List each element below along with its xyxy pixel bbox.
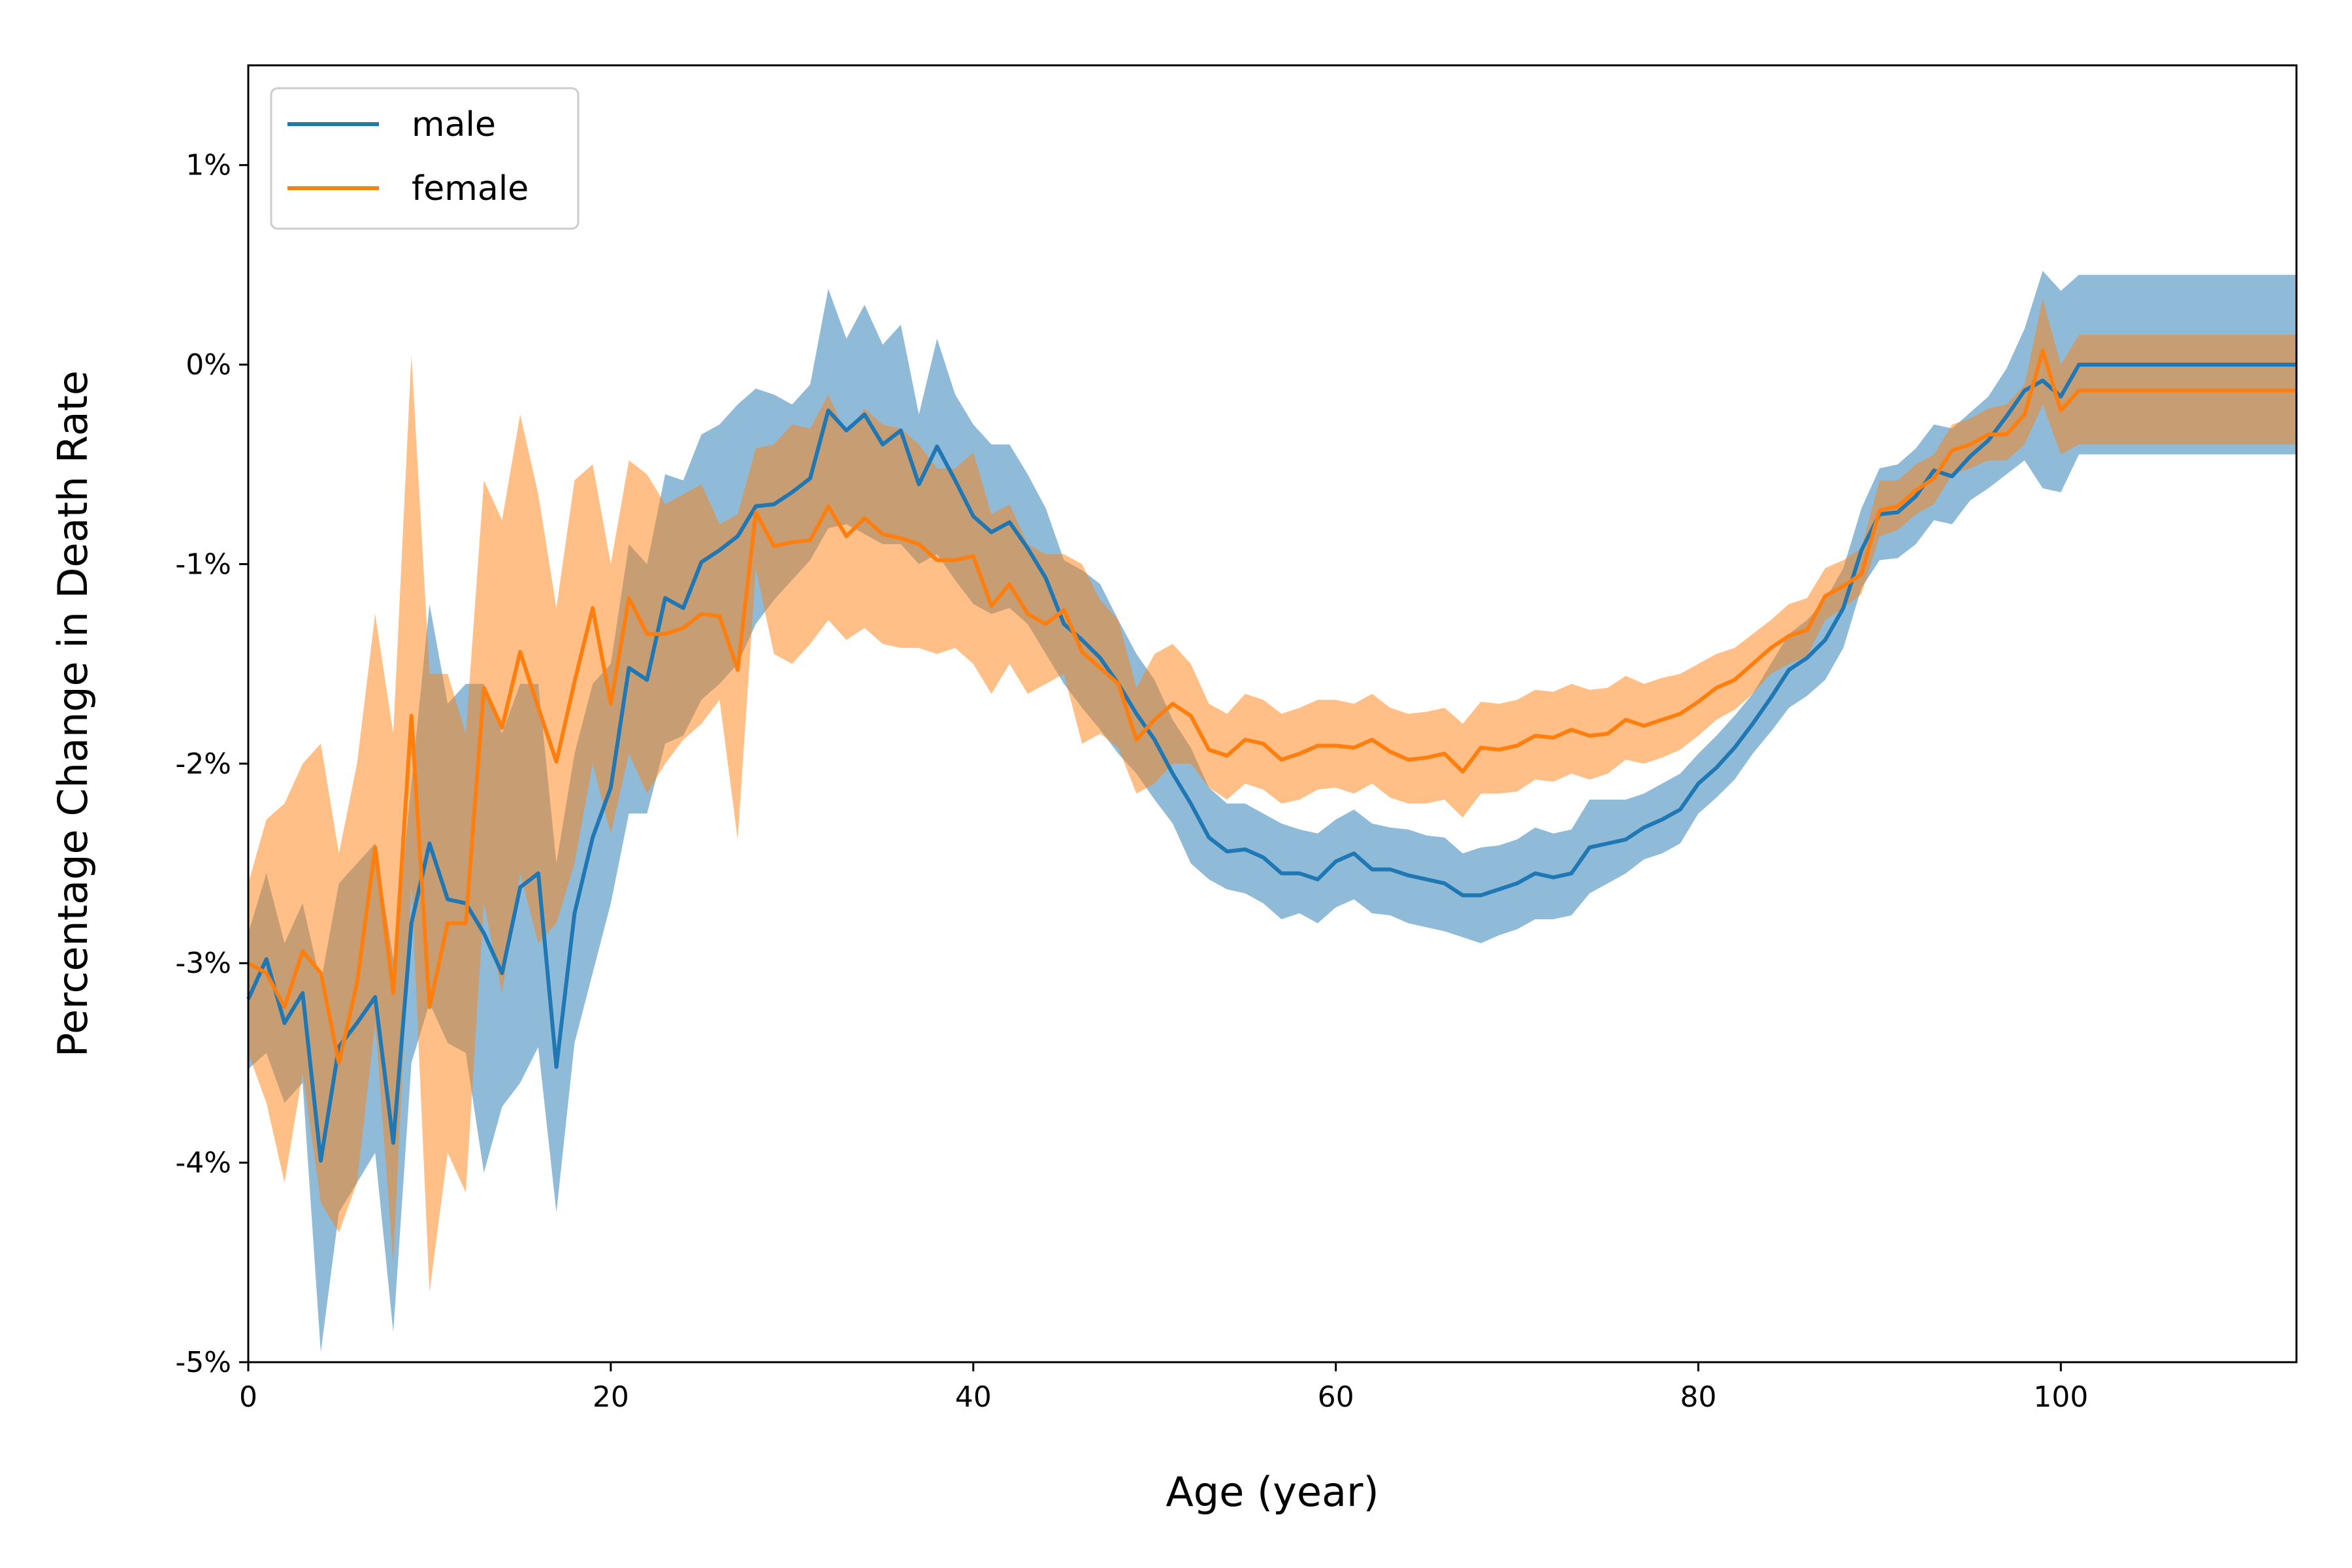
legend: male female: [270, 87, 580, 230]
legend-label-female: female: [412, 169, 529, 208]
y-axis-title: Percentage Change in Death Rate: [49, 370, 97, 1057]
series-line-male: [246, 363, 2296, 1163]
y-tick-label: -1%: [175, 547, 231, 581]
x-tick-label: 60: [1318, 1380, 1354, 1414]
x-tick-label: 0: [239, 1380, 257, 1414]
x-axis-title: Age (year): [1166, 1468, 1379, 1516]
y-axis: -5% -4% -3% -2% -1% 0% 1%: [175, 149, 248, 1379]
y-tick-label: -4%: [175, 1147, 231, 1180]
x-tick-label: 20: [593, 1380, 629, 1414]
y-tick-label: 0%: [186, 348, 231, 382]
confidence-band-female: [248, 299, 2296, 1293]
x-tick-label: 40: [955, 1380, 992, 1414]
series-lines: [246, 348, 2296, 1163]
series-line-female: [247, 348, 2296, 1065]
y-tick-label: -2%: [175, 747, 231, 781]
y-tick-label: 1%: [186, 149, 231, 182]
y-tick-label: -5%: [175, 1346, 231, 1379]
x-tick-label: 100: [2033, 1380, 2088, 1414]
x-axis: 0 20 40 60 80 100: [239, 1362, 2088, 1414]
y-tick-label: -3%: [175, 947, 231, 980]
x-tick-label: 80: [1680, 1380, 1716, 1414]
plot-frame: [247, 64, 2298, 1364]
confidence-bands: [248, 270, 2296, 1352]
legend-label-male: male: [412, 105, 496, 144]
